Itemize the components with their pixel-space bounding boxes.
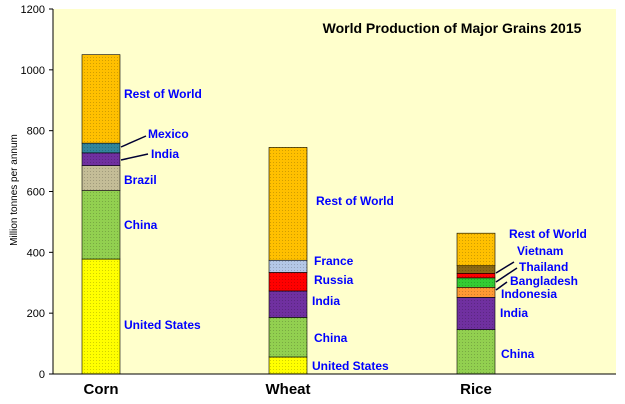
bar-segment-texture-corn-china (82, 190, 120, 260)
bar-segment-texture-rice-rest-of-world (457, 233, 495, 266)
plot-area (53, 9, 616, 374)
chart-title: World Production of Major Grains 2015 (323, 20, 582, 36)
segment-label-rice-bangladesh: Bangladesh (510, 274, 578, 288)
x-category-label-rice: Rice (460, 381, 492, 398)
segment-label-rice-china: China (501, 347, 535, 361)
y-tick-label-800: 800 (27, 126, 45, 138)
segment-label-corn-rest-of-world: Rest of World (124, 87, 202, 101)
bar-segment-texture-wheat-india (269, 290, 307, 318)
segment-label-wheat-rest-of-world: Rest of World (316, 194, 394, 208)
y-tick-label-0: 0 (39, 369, 45, 381)
bar-segment-texture-rice-india (457, 297, 495, 330)
segment-labels: United States China Brazil India Mexico Rest … (120, 87, 587, 373)
segment-label-rice-rest-of-world: Rest of World (509, 227, 587, 241)
y-tick-label-1000: 1000 (21, 65, 45, 77)
y-tick-label-1200: 1200 (21, 4, 45, 16)
bar-segment-texture-rice-thailand (457, 273, 495, 278)
leader-line-rice-thailand (495, 267, 518, 283)
segment-label-rice-thailand: Thailand (519, 260, 568, 274)
segment-label-corn-india: India (151, 147, 179, 161)
segment-label-wheat-france: France (314, 254, 354, 268)
bar-segment-texture-corn-brazil (82, 165, 120, 191)
bar-segment-texture-rice-china (457, 329, 495, 374)
y-tick-label-200: 200 (27, 308, 45, 320)
segment-label-wheat-china: China (314, 331, 348, 345)
segment-label-wheat-russia: Russia (314, 273, 354, 287)
segment-label-corn-united-states: United States (124, 318, 201, 332)
bar-segment-texture-wheat-france (269, 260, 307, 273)
bar-segment-texture-rice-indonesia (457, 287, 495, 298)
y-tick-label-600: 600 (27, 187, 45, 199)
segment-label-corn-mexico: Mexico (148, 127, 189, 141)
bar-segment-texture-wheat-united-states (269, 356, 307, 374)
leader-line-rice-bangladesh (495, 281, 508, 291)
bar-segment-texture-wheat-russia (269, 272, 307, 291)
bar-segment-texture-wheat-rest-of-world (269, 147, 307, 261)
y-axis-title: Million tonnes per annum (9, 134, 20, 246)
y-tick-label-400: 400 (27, 247, 45, 259)
leader-line-rice-vietnam (495, 261, 515, 274)
segment-label-wheat-united-states: United States (312, 359, 389, 373)
segment-label-rice-vietnam: Vietnam (517, 244, 563, 258)
x-category-label-wheat: Wheat (266, 381, 311, 398)
segment-label-rice-indonesia: Indonesia (501, 287, 557, 301)
bar-segment-texture-wheat-china (269, 317, 307, 357)
bar-segment-texture-rice-bangladesh (457, 277, 495, 288)
bar-segment-texture-corn-rest-of-world (82, 54, 120, 144)
bar-segment-texture-corn-india (82, 152, 120, 166)
leader-line-corn-mexico (120, 135, 147, 148)
segment-label-wheat-india: India (312, 294, 340, 308)
segment-label-corn-china: China (124, 218, 158, 232)
bar-segment-texture-corn-mexico (82, 143, 120, 153)
bar-segment-texture-corn-united-states (82, 259, 120, 374)
x-category-label-corn: Corn (84, 381, 119, 398)
bar-segments (81, 54, 496, 375)
leader-line-corn-india (120, 153, 149, 161)
segment-label-corn-brazil: Brazil (124, 173, 157, 187)
segment-label-rice-india: India (500, 306, 528, 320)
bar-segment-texture-rice-vietnam (457, 265, 495, 274)
y-axis-ticks: 0 200 400 600 800 1000 1200 (21, 4, 53, 381)
x-axis-labels: Corn Wheat Rice (84, 381, 492, 398)
